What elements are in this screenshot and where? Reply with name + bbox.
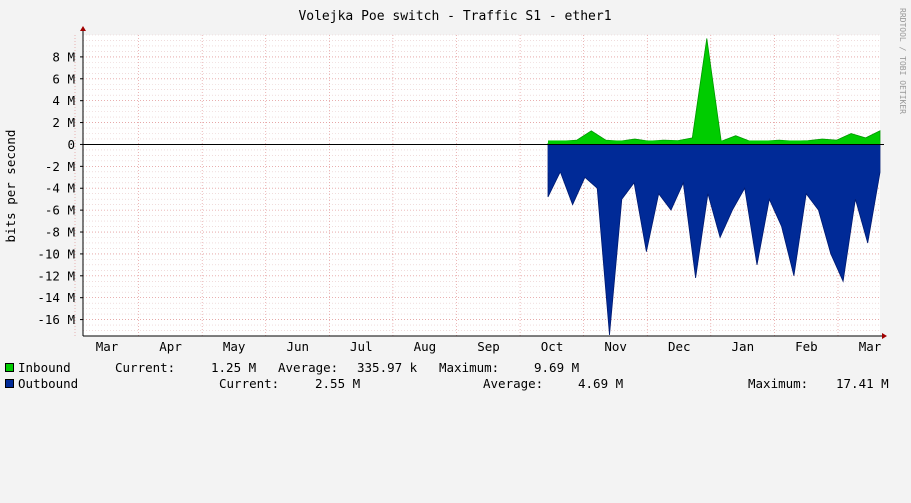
y-tick-label: -14 M xyxy=(37,290,75,305)
x-tick-label: Jul xyxy=(350,339,373,354)
outbound-average-label: Average: xyxy=(483,376,544,391)
x-tick-label: Sep xyxy=(477,339,500,354)
outbound-swatch xyxy=(5,379,14,388)
x-axis-arrow xyxy=(882,333,887,339)
y-axis-arrow xyxy=(80,26,86,31)
traffic-chart: 8 M 6 M 4 M 2 M 0 -2 M -4 M -6 M -8 M -10 M -12 M -… xyxy=(3,8,907,354)
outbound-current-label: Current: xyxy=(219,376,280,391)
y-tick-label: -16 M xyxy=(37,312,75,327)
y-tick-label: 0 xyxy=(67,137,75,152)
y-tick-label: -4 M xyxy=(45,181,75,196)
y-axis-label: bits per second xyxy=(3,130,18,243)
outbound-current-value: 2.55 M xyxy=(315,376,361,391)
y-tick-label: 2 M xyxy=(52,115,75,130)
inbound-current-label: Current: xyxy=(115,360,176,375)
y-tick-label: -6 M xyxy=(45,203,75,218)
x-tick-label: May xyxy=(223,339,246,354)
x-tick-label: Feb xyxy=(795,339,818,354)
y-tick-label: 6 M xyxy=(52,71,75,86)
x-tick-label: Apr xyxy=(159,339,182,354)
x-tick-label: Jun xyxy=(286,339,309,354)
chart-title: Volejka Poe switch - Traffic S1 - ether1 xyxy=(298,9,611,24)
x-tick-label: Oct xyxy=(541,339,564,354)
x-tick-label: Nov xyxy=(604,339,627,354)
x-tick-label: Jan xyxy=(732,339,755,354)
outbound-maximum-label: Maximum: xyxy=(748,376,809,391)
inbound-name: Inbound xyxy=(18,360,71,375)
y-tick-labels: 8 M 6 M 4 M 2 M 0 -2 M -4 M -6 M -8 M -10 M -12 M -… xyxy=(37,49,83,327)
y-tick-label: -8 M xyxy=(45,225,75,240)
x-tick-labels: Mar Apr May Jun Jul Aug Sep Oct Nov Dec Jan Feb Mar xyxy=(96,339,882,354)
inbound-base-band xyxy=(548,140,880,145)
y-tick-label: -2 M xyxy=(45,159,75,174)
y-tick-label: -12 M xyxy=(37,268,75,283)
y-tick-label: -10 M xyxy=(37,246,75,261)
y-tick-label: 4 M xyxy=(52,93,75,108)
x-tick-label: Mar xyxy=(96,339,119,354)
series-area-outbound xyxy=(547,144,881,336)
inbound-maximum-value: 9.69 M xyxy=(534,360,580,375)
x-tick-label: Aug xyxy=(414,339,437,354)
inbound-average-label: Average: xyxy=(278,360,339,375)
inbound-average-value: 335.97 k xyxy=(357,360,418,375)
outbound-name: Outbound xyxy=(18,376,79,391)
outbound-average-value: 4.69 M xyxy=(578,376,624,391)
data-areas xyxy=(547,38,881,336)
inbound-swatch xyxy=(5,363,14,372)
x-tick-label: Mar xyxy=(859,339,882,354)
inbound-current-value: 1.25 M xyxy=(211,360,257,375)
outbound-base-band xyxy=(548,144,880,173)
grid-lines xyxy=(74,34,880,337)
legend-row-inbound: Inbound Current: 1.25 M Average: 335.97 … xyxy=(5,361,579,375)
x-tick-label: Dec xyxy=(668,339,691,354)
axes xyxy=(80,26,887,339)
y-tick-label: 8 M xyxy=(52,49,75,64)
outbound-maximum-value: 17.41 M xyxy=(836,376,889,391)
rrdtool-watermark: RRDTOOL / TOBI OETIKER xyxy=(898,8,907,114)
legend-row-outbound: Outbound Current: 2.55 M Average: 4.69 M… xyxy=(5,377,889,391)
inbound-maximum-label: Maximum: xyxy=(439,360,500,375)
